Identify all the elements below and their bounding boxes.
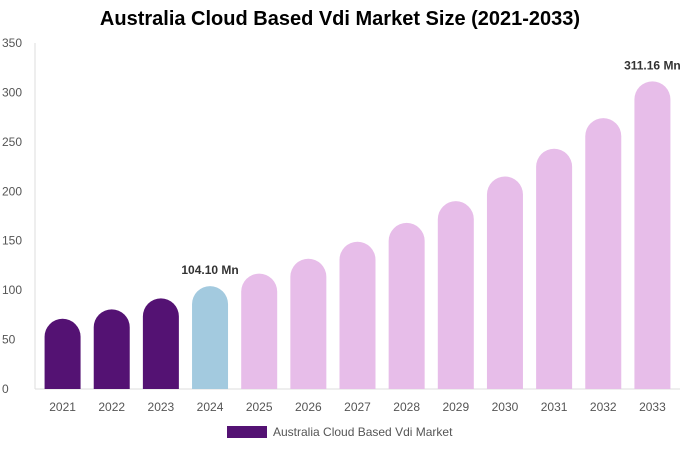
x-tick-label: 2027 (344, 400, 371, 414)
chart-title: Australia Cloud Based Vdi Market Size (2… (99, 8, 581, 30)
bar-2023 (142, 298, 179, 389)
x-tick-label: 2024 (197, 400, 224, 414)
y-tick-label: 250 (2, 135, 22, 149)
bar-2025 (241, 273, 278, 389)
y-tick-label: 200 (2, 184, 22, 198)
bar-2021 (44, 318, 81, 389)
x-tick-label: 2022 (98, 400, 125, 414)
data-label: 104.10 Mn (181, 263, 238, 277)
data-label: 311.16 Mn (624, 58, 680, 72)
bar-2033 (634, 81, 671, 389)
x-tick-label: 2023 (148, 400, 175, 414)
y-tick-label: 350 (2, 36, 22, 50)
y-tick-label: 0 (2, 382, 9, 396)
y-tick-label: 150 (2, 234, 22, 248)
x-tick-label: 2029 (442, 400, 469, 414)
bar-2032 (585, 118, 622, 389)
y-tick-label: 100 (2, 283, 22, 297)
legend[interactable]: Australia Cloud Based Vdi Market (227, 425, 452, 439)
bar-2027 (339, 241, 376, 389)
bar-2029 (437, 201, 474, 389)
bar-2024 (192, 286, 229, 389)
x-tick-label: 2033 (639, 400, 666, 414)
bar-2031 (536, 148, 573, 389)
legend-label: Australia Cloud Based Vdi Market (273, 425, 453, 439)
bar-2026 (290, 258, 327, 389)
bar-2030 (486, 176, 523, 389)
x-tick-label: 2028 (393, 400, 420, 414)
x-tick-label: 2021 (49, 400, 76, 414)
bar-2028 (388, 222, 425, 389)
x-tick-label: 2032 (590, 400, 617, 414)
x-tick-label: 2030 (492, 400, 519, 414)
x-tick-label: 2031 (541, 400, 568, 414)
legend-swatch (227, 426, 267, 438)
y-tick-label: 300 (2, 85, 22, 99)
y-tick-label: 50 (2, 333, 16, 347)
x-tick-label: 2025 (246, 400, 273, 414)
bar-2022 (93, 309, 130, 389)
x-tick-label: 2026 (295, 400, 322, 414)
